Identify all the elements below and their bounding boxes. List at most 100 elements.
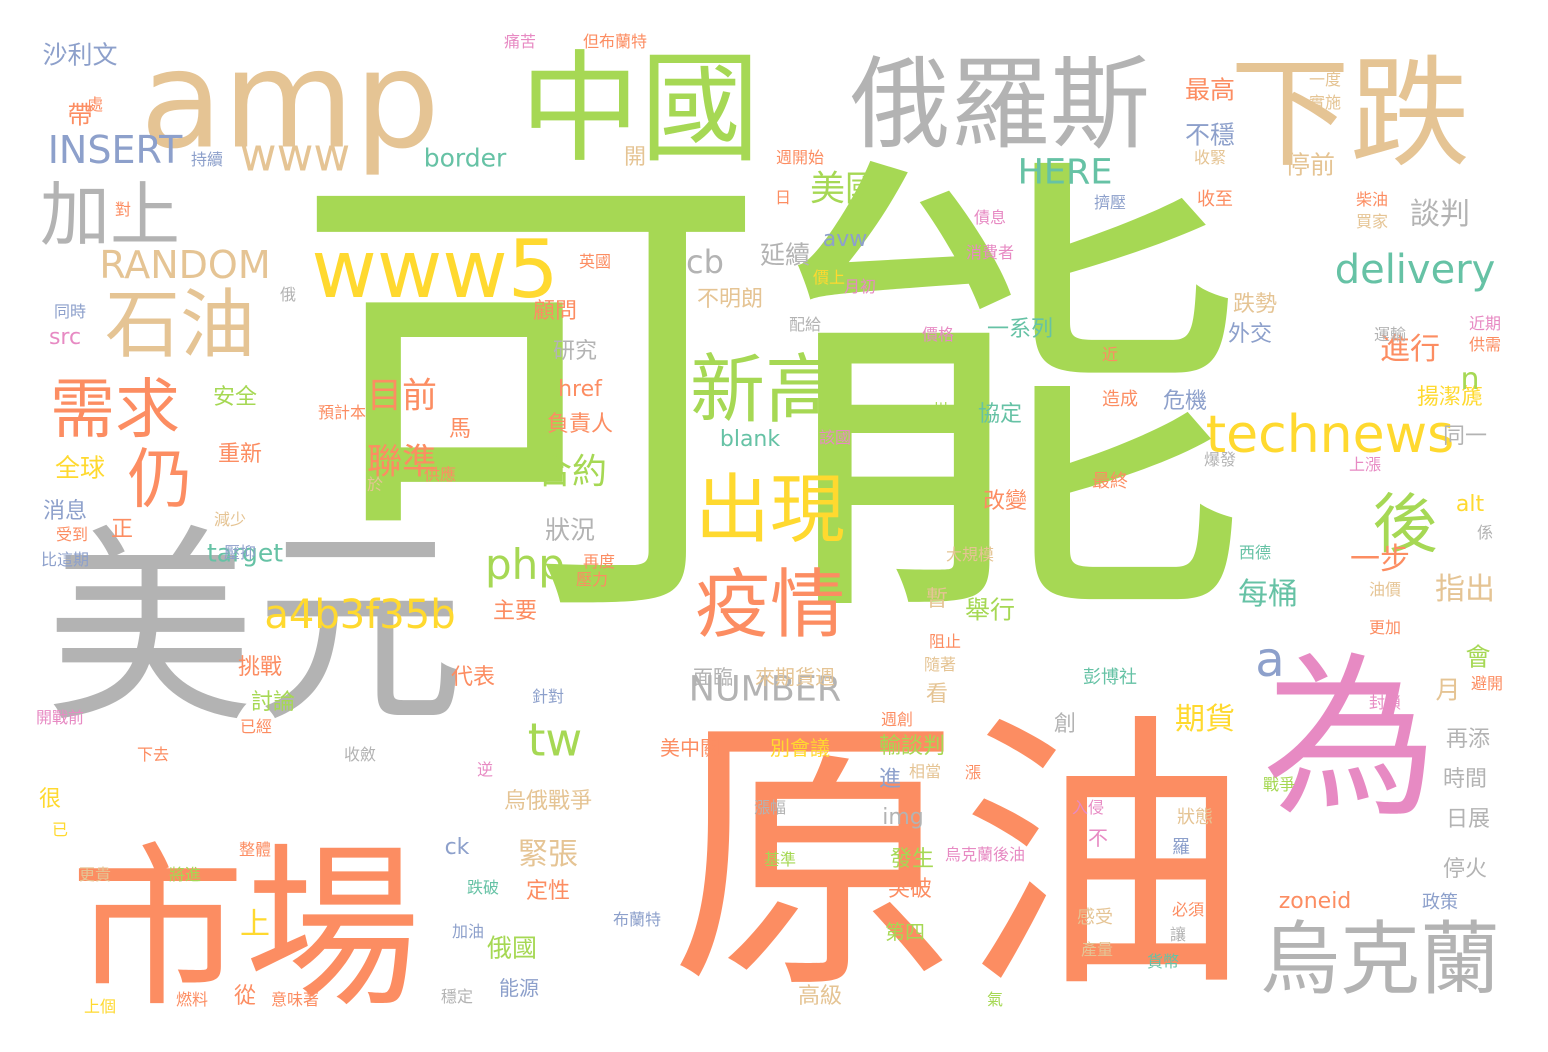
- cloud-word: 一系列: [986, 317, 1054, 342]
- cloud-word: 輸談判: [878, 734, 946, 759]
- cloud-word: 彭博社: [1083, 667, 1137, 688]
- cloud-word: 漲幅: [753, 798, 787, 817]
- cloud-word: 對: [114, 200, 132, 219]
- cloud-word: 開: [623, 145, 647, 170]
- cloud-word: border: [423, 143, 507, 173]
- cloud-word: 處: [86, 95, 104, 114]
- cloud-word: 同時: [53, 302, 87, 321]
- cloud-word: amp: [140, 21, 440, 179]
- cloud-word: href: [558, 377, 602, 402]
- cloud-word: 美中關: [660, 736, 720, 760]
- cloud-word: 目前: [366, 376, 438, 417]
- cloud-word: 壓抑: [223, 543, 257, 562]
- cloud-word: 收至: [1197, 189, 1233, 210]
- cloud-word: 受到: [55, 525, 89, 544]
- cloud-word: 再度: [582, 552, 616, 571]
- cloud-word: 定性: [525, 879, 571, 904]
- cloud-word: 期貨: [1175, 702, 1235, 737]
- cloud-word: a: [1255, 632, 1285, 688]
- cloud-word: 必須: [1171, 900, 1205, 919]
- cloud-word: 會: [1465, 642, 1491, 672]
- cloud-word: 沙利文: [42, 40, 118, 70]
- cloud-word: 避開: [1470, 674, 1504, 693]
- cloud-word: 可能: [290, 120, 1250, 679]
- cloud-word: RANDOM: [99, 243, 271, 287]
- cloud-word: 開戰前: [35, 708, 85, 727]
- cloud-word: 運輸: [1373, 325, 1407, 344]
- cloud-word: 來期貨週: [755, 665, 835, 689]
- cloud-word: 政策: [1422, 892, 1458, 913]
- cloud-word: 上漲: [1348, 455, 1382, 474]
- cloud-word: 中國: [520, 40, 760, 179]
- cloud-word: 揚潔篪: [1416, 385, 1484, 410]
- cloud-word: src: [48, 325, 82, 350]
- cloud-word: 壓力: [575, 570, 609, 589]
- cloud-word: 石油: [104, 280, 256, 369]
- cloud-word: 月: [1435, 675, 1461, 705]
- cloud-word: 減少: [213, 510, 247, 529]
- cloud-word: zoneid: [1278, 889, 1352, 914]
- cloud-word: 挑戰: [237, 655, 283, 680]
- cloud-word: 一步: [1350, 542, 1410, 577]
- cloud-word: 突破: [887, 877, 933, 902]
- cloud-word: 更加: [1368, 618, 1402, 637]
- cloud-word: HERE: [1017, 152, 1113, 193]
- cloud-word: 貨幣: [1146, 952, 1180, 971]
- cloud-word: 收斂: [343, 745, 377, 764]
- cloud-word: 收緊: [1193, 148, 1227, 167]
- cloud-word: 暫: [925, 587, 949, 612]
- cloud-word: 燃料: [175, 990, 209, 1009]
- cloud-word: 氣: [986, 990, 1004, 1009]
- cloud-word: 代表: [450, 665, 496, 690]
- cloud-word: 不明朗: [696, 287, 764, 312]
- cloud-word: 油價: [1368, 580, 1402, 599]
- cloud-word: 相當: [908, 762, 942, 781]
- cloud-word: 持續: [190, 150, 224, 169]
- cloud-word: 加上: [40, 174, 180, 256]
- cloud-word: 大規模: [945, 545, 995, 564]
- cloud-word: 主要: [492, 599, 538, 624]
- cloud-word: 負責人: [546, 412, 614, 437]
- cloud-word: 該國: [818, 428, 852, 447]
- cloud-word: 供應: [423, 465, 457, 484]
- cloud-word: 能源: [499, 976, 539, 1000]
- cloud-word: 週開始: [775, 148, 825, 167]
- cloud-word: 針對: [531, 687, 565, 706]
- cloud-word: 羅: [1172, 837, 1190, 858]
- cloud-word: 狀態: [1177, 807, 1213, 828]
- cloud-word: 西德: [1238, 543, 1272, 562]
- cloud-word: 別會議: [770, 736, 830, 760]
- cloud-word: 烏克蘭後油: [944, 845, 1026, 864]
- cloud-word: 布蘭特: [612, 910, 662, 929]
- cloud-word: 價格: [921, 325, 955, 344]
- cloud-word: 逆: [476, 760, 494, 779]
- cloud-word: 日: [774, 188, 792, 207]
- cloud-word: 爆發: [1203, 450, 1237, 469]
- cloud-word: 美元: [44, 507, 466, 752]
- cloud-word: 俄國: [486, 933, 538, 963]
- cloud-word: 基準: [763, 850, 797, 869]
- cloud-word: 配給: [788, 315, 822, 334]
- cloud-word: 入侵: [1071, 798, 1105, 817]
- cloud-word: 痛苦: [503, 32, 537, 51]
- cloud-word: 協定: [977, 402, 1023, 427]
- cloud-word: 危機: [1162, 389, 1208, 414]
- cloud-word: 近: [1101, 345, 1119, 364]
- cloud-word: 為: [1262, 638, 1438, 842]
- cloud-word: 不穩: [1184, 120, 1236, 150]
- cloud-word: 產量: [1080, 940, 1114, 959]
- cloud-word: cb: [686, 243, 724, 281]
- cloud-word: 於: [366, 475, 384, 494]
- cloud-word: ck: [444, 835, 470, 860]
- cloud-word: target: [206, 538, 284, 568]
- cloud-word: 加油: [451, 922, 485, 941]
- cloud-word: 談判: [1410, 197, 1470, 232]
- cloud-word: 創: [1053, 712, 1077, 737]
- cloud-word: 進: [878, 767, 902, 792]
- cloud-word: www: [239, 128, 351, 182]
- cloud-word: 改變: [982, 489, 1028, 514]
- cloud-word: 安全: [212, 385, 258, 410]
- cloud-word: 合約: [536, 452, 608, 493]
- cloud-word: 柴油: [1355, 190, 1389, 209]
- cloud-word: 研究: [552, 339, 598, 364]
